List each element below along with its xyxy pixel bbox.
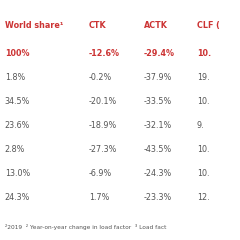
Text: -12.6%: -12.6% [89,49,120,59]
Text: -43.5%: -43.5% [144,145,172,155]
Text: 1.8%: 1.8% [5,73,25,83]
Text: 100%: 100% [5,49,29,59]
Text: 2.8%: 2.8% [5,145,25,155]
Text: 23.6%: 23.6% [5,121,30,131]
Text: -33.5%: -33.5% [144,97,172,107]
Text: -32.1%: -32.1% [144,121,172,131]
Text: -6.9%: -6.9% [89,169,112,179]
Text: ²2019  ² Year-on-year change in load factor  ³ Load fact: ²2019 ² Year-on-year change in load fact… [5,224,166,230]
Text: 10.: 10. [197,97,209,107]
Text: World share¹: World share¹ [5,21,63,30]
Text: 24.3%: 24.3% [5,193,30,203]
Text: 12.: 12. [197,193,210,203]
Text: -37.9%: -37.9% [144,73,172,83]
Text: -27.3%: -27.3% [89,145,117,155]
Text: -0.2%: -0.2% [89,73,112,83]
Text: -20.1%: -20.1% [89,97,117,107]
Text: 10.: 10. [197,145,209,155]
Text: 19.: 19. [197,73,210,83]
Text: ACTK: ACTK [144,21,168,30]
Text: 10.: 10. [197,169,209,179]
Text: CLF (: CLF ( [197,21,220,30]
Text: 10.: 10. [197,49,211,59]
Text: -18.9%: -18.9% [89,121,117,131]
Text: 34.5%: 34.5% [5,97,30,107]
Text: 9.: 9. [197,121,204,131]
Text: -29.4%: -29.4% [144,49,175,59]
Text: CTK: CTK [89,21,106,30]
Text: -24.3%: -24.3% [144,169,172,179]
Text: 1.7%: 1.7% [89,193,109,203]
Text: -23.3%: -23.3% [144,193,172,203]
Text: 13.0%: 13.0% [5,169,30,179]
